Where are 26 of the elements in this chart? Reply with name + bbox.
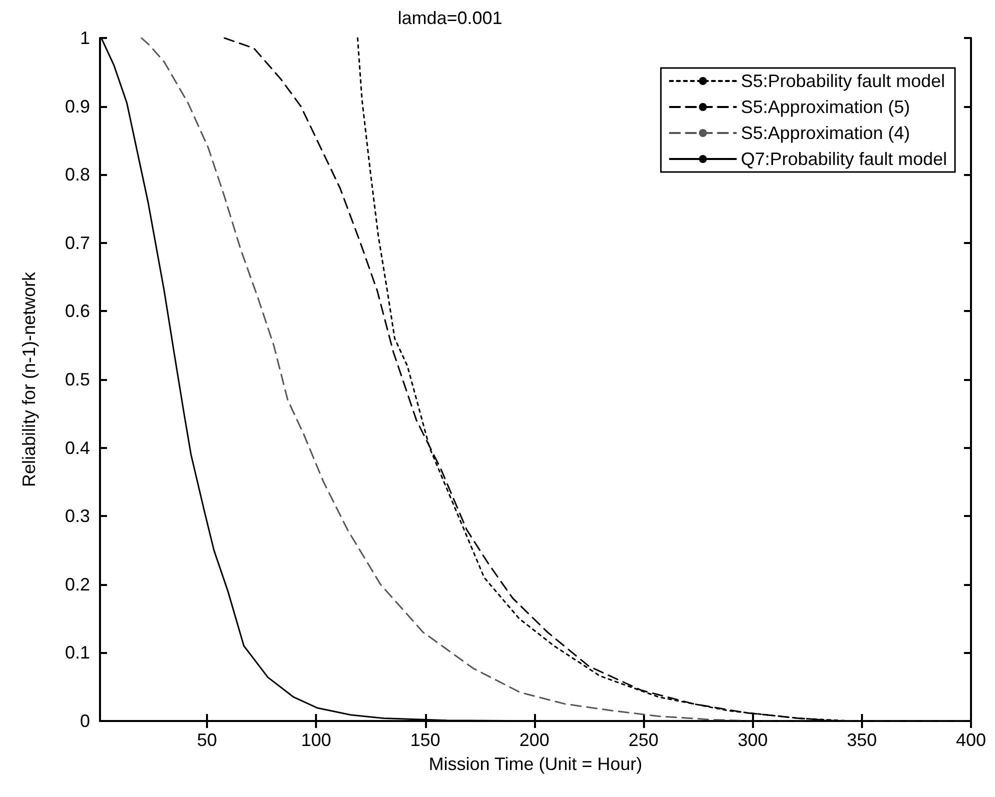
- y-tick-label: 0.4: [64, 438, 90, 458]
- y-tick-label: 1: [80, 28, 90, 48]
- x-tick-label: 250: [628, 730, 659, 750]
- y-tick-label: 0.2: [64, 574, 90, 594]
- legend-label: S5:Probability fault model: [740, 71, 946, 91]
- x-tick-label: 50: [196, 730, 217, 750]
- x-tick-label: 300: [738, 730, 768, 750]
- y-tick-label: 0: [80, 711, 90, 731]
- y-tick-label: 0.3: [64, 506, 90, 526]
- y-tick-label: 0.7: [64, 232, 90, 253]
- y-tick-label: 0.6: [64, 301, 90, 322]
- y-tick-label: 0.9: [64, 96, 90, 116]
- x-tick-label: 400: [956, 730, 986, 750]
- x-axis-title: Mission Time (Unit = Hour): [428, 754, 642, 774]
- x-tick-label: 150: [410, 730, 440, 750]
- y-tick-label: 0.1: [64, 642, 90, 663]
- legend-label: S5:Approximation (4): [740, 123, 910, 143]
- y-tick-label: 0.8: [64, 164, 90, 185]
- legend-label: S5:Approximation (5): [740, 97, 910, 117]
- x-tick-label: 200: [519, 730, 550, 750]
- legend-label: Q7:Probability fault model: [740, 149, 948, 169]
- x-tick-label: 100: [301, 730, 332, 750]
- chart-title: lamda=0.001: [398, 8, 502, 28]
- y-tick-label: 0.5: [64, 370, 90, 390]
- y-axis-title: Reliability for (n-1)-network: [19, 270, 39, 488]
- x-tick-label: 350: [846, 730, 877, 750]
